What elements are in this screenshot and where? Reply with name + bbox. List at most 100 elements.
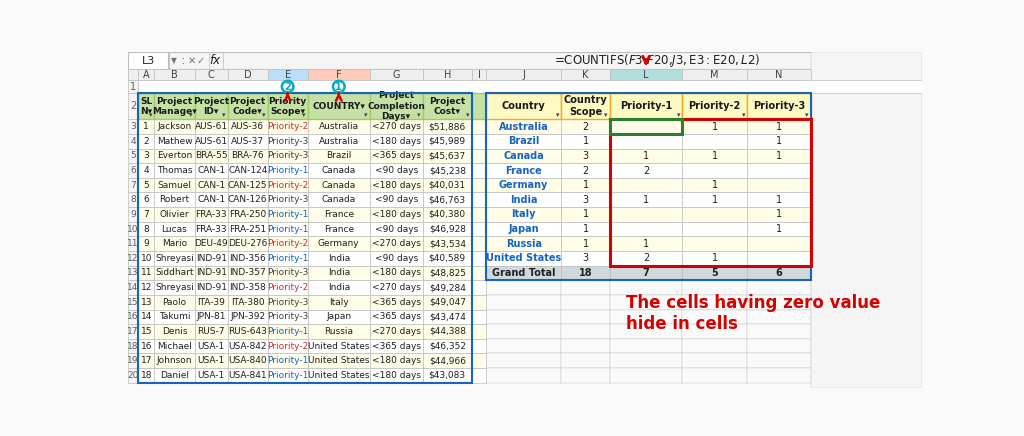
Text: CAN-1: CAN-1 — [198, 195, 225, 204]
Bar — [228, 266, 267, 280]
Bar — [308, 251, 370, 266]
Text: CAN-1: CAN-1 — [198, 166, 225, 175]
Bar — [308, 134, 370, 149]
Bar — [610, 324, 682, 339]
Text: Priority-1: Priority-1 — [620, 101, 672, 111]
Bar — [423, 134, 472, 149]
Bar — [155, 310, 195, 324]
Bar — [370, 178, 423, 192]
Text: 20: 20 — [127, 371, 138, 380]
Text: RUS-7: RUS-7 — [198, 327, 225, 336]
Bar — [370, 236, 423, 251]
Text: 1: 1 — [776, 209, 782, 219]
Bar — [561, 119, 610, 134]
Text: FRA-251: FRA-251 — [229, 225, 266, 234]
Bar — [486, 368, 561, 383]
Text: JPN-392: JPN-392 — [230, 312, 265, 321]
Bar — [682, 93, 748, 119]
Bar — [486, 310, 561, 324]
Text: 4: 4 — [130, 137, 136, 146]
Text: COUNTRY▾: COUNTRY▾ — [312, 102, 366, 111]
Bar — [486, 134, 561, 149]
Text: Daniel: Daniel — [160, 371, 189, 380]
Text: 17: 17 — [140, 356, 152, 365]
Text: $44,966: $44,966 — [429, 356, 466, 365]
Bar — [138, 222, 155, 236]
Text: 13: 13 — [127, 269, 139, 277]
Bar — [128, 280, 138, 295]
Text: $49,047: $49,047 — [429, 298, 466, 307]
Bar — [195, 368, 228, 383]
Bar — [748, 295, 811, 310]
Text: <365 days: <365 days — [372, 312, 421, 321]
Text: 8: 8 — [143, 225, 150, 234]
Text: <90 days: <90 days — [375, 195, 418, 204]
Bar — [610, 119, 682, 134]
Text: United States: United States — [308, 371, 370, 380]
Bar — [423, 339, 472, 354]
Bar — [472, 222, 486, 236]
Text: FRA-33: FRA-33 — [196, 225, 227, 234]
Bar — [682, 310, 748, 324]
Bar — [128, 207, 138, 222]
Text: Thomas: Thomas — [157, 166, 193, 175]
Text: Priority-2: Priority-2 — [267, 283, 308, 292]
Text: CAN-125: CAN-125 — [228, 181, 267, 190]
Text: Siddhart: Siddhart — [156, 269, 194, 277]
Bar — [748, 310, 811, 324]
Text: <270 days: <270 days — [372, 122, 421, 131]
Bar — [423, 324, 472, 339]
Bar — [486, 222, 561, 236]
Bar — [748, 222, 811, 236]
Text: 18: 18 — [140, 371, 152, 380]
Bar — [748, 354, 811, 368]
Bar — [308, 295, 370, 310]
Text: 3: 3 — [583, 253, 589, 263]
Bar — [486, 324, 561, 339]
Text: 1: 1 — [143, 122, 150, 131]
Text: 2: 2 — [285, 82, 291, 92]
Bar — [308, 324, 370, 339]
Text: Brazil: Brazil — [508, 136, 540, 146]
Bar — [682, 354, 748, 368]
Bar — [486, 178, 561, 192]
Text: 1: 1 — [712, 122, 718, 132]
Text: Priority-3: Priority-3 — [267, 195, 308, 204]
Text: IND-356: IND-356 — [229, 254, 266, 263]
Bar — [486, 354, 561, 368]
Text: Priority-2: Priority-2 — [688, 101, 740, 111]
Bar — [370, 354, 423, 368]
Bar — [195, 222, 228, 236]
Bar — [128, 163, 138, 178]
Bar — [308, 119, 370, 134]
Text: JPN-81: JPN-81 — [197, 312, 226, 321]
Bar — [423, 310, 472, 324]
Text: 7: 7 — [643, 268, 649, 278]
Bar — [748, 236, 811, 251]
Bar — [610, 149, 682, 163]
Bar — [610, 236, 682, 251]
Bar — [682, 251, 748, 266]
Text: Priority-1: Priority-1 — [267, 254, 308, 263]
Bar — [748, 266, 811, 280]
Bar — [370, 251, 423, 266]
Text: 1: 1 — [776, 151, 782, 161]
Bar — [267, 93, 308, 119]
Text: ▾: ▾ — [677, 112, 680, 119]
Text: <180 days: <180 days — [372, 356, 421, 365]
Text: 2: 2 — [643, 253, 649, 263]
Text: 9: 9 — [130, 210, 136, 219]
Bar — [128, 295, 138, 310]
Bar — [748, 280, 811, 295]
Bar — [370, 119, 423, 134]
Bar — [472, 266, 486, 280]
Text: Japan: Japan — [508, 224, 539, 234]
Bar — [228, 69, 267, 80]
Bar — [155, 134, 195, 149]
Bar — [155, 368, 195, 383]
Text: France: France — [324, 225, 354, 234]
Bar — [682, 266, 748, 280]
Bar — [682, 134, 748, 149]
Text: ▾: ▾ — [365, 112, 368, 119]
Text: <180 days: <180 days — [372, 371, 421, 380]
